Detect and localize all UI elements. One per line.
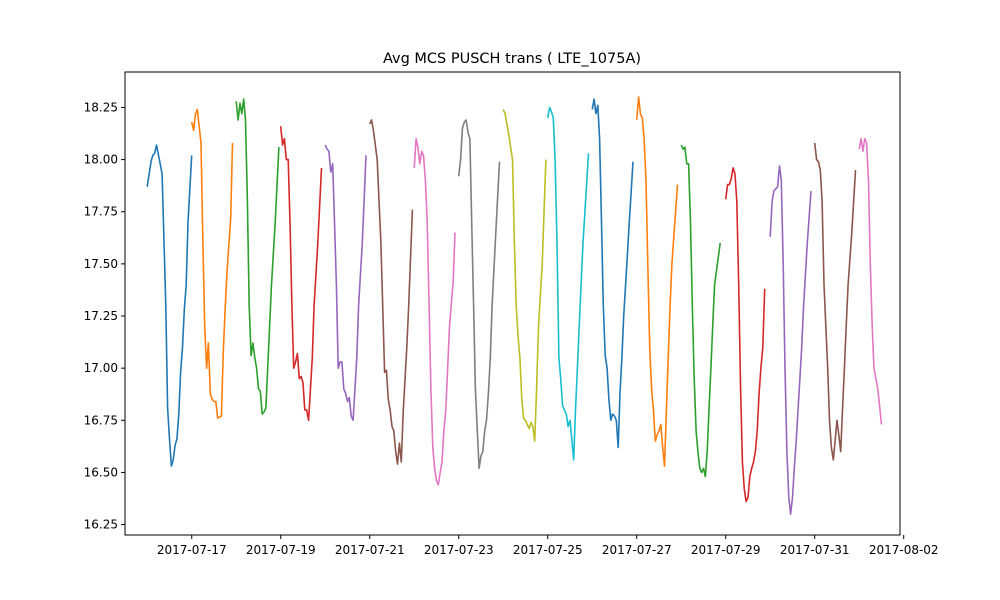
x-tick-label: 2017-07-21	[335, 543, 405, 557]
y-axis: 16.25 16.50 16.75 17.00 17.25 17.50 17.75 18.00…	[84, 100, 125, 532]
x-tick-label: 2017-07-19	[246, 543, 316, 557]
y-tick-label: 16.50	[84, 465, 118, 479]
series-line-14	[724, 167, 766, 503]
series-layer	[146, 96, 883, 515]
series-line-7	[413, 137, 456, 486]
series-line-1	[146, 144, 193, 467]
y-tick-label: 16.75	[84, 413, 118, 427]
x-tick-label: 2017-07-31	[780, 543, 850, 557]
x-tick-label: 2017-07-25	[513, 543, 583, 557]
y-tick-label: 17.00	[84, 361, 118, 375]
plot-frame	[124, 71, 901, 536]
series-line-11	[591, 98, 634, 449]
series-line-9	[502, 109, 547, 442]
series-line-2	[190, 108, 234, 419]
x-tick-label: 2017-07-27	[602, 543, 672, 557]
series-line-4	[279, 126, 323, 422]
series-line-6	[368, 119, 414, 465]
x-axis: 2017-07-17 2017-07-19 2017-07-21 2017-07-23…	[157, 535, 939, 557]
series-line-12	[635, 96, 679, 467]
y-tick-label: 18.25	[84, 100, 118, 114]
x-tick-label: 2017-07-29	[691, 543, 761, 557]
y-tick-label: 16.25	[84, 518, 118, 532]
series-line-13	[680, 144, 721, 478]
y-tick-label: 17.50	[84, 257, 118, 271]
x-tick-label: 2017-07-23	[424, 543, 494, 557]
x-tick-label: 2017-07-17	[157, 543, 227, 557]
series-line-8	[457, 119, 501, 470]
series-line-15	[769, 165, 812, 515]
series-line-17	[858, 137, 883, 425]
x-tick-label: 2017-08-02	[869, 543, 939, 557]
chart-title: Avg MCS PUSCH trans ( LTE_1075A)	[383, 51, 641, 67]
series-line-5	[324, 144, 367, 422]
y-tick-label: 18.00	[84, 153, 118, 167]
series-line-16	[813, 142, 857, 461]
y-tick-label: 17.75	[84, 205, 118, 219]
series-line-10	[546, 106, 590, 461]
y-tick-label: 17.25	[84, 309, 118, 323]
series-line-3	[235, 98, 280, 415]
